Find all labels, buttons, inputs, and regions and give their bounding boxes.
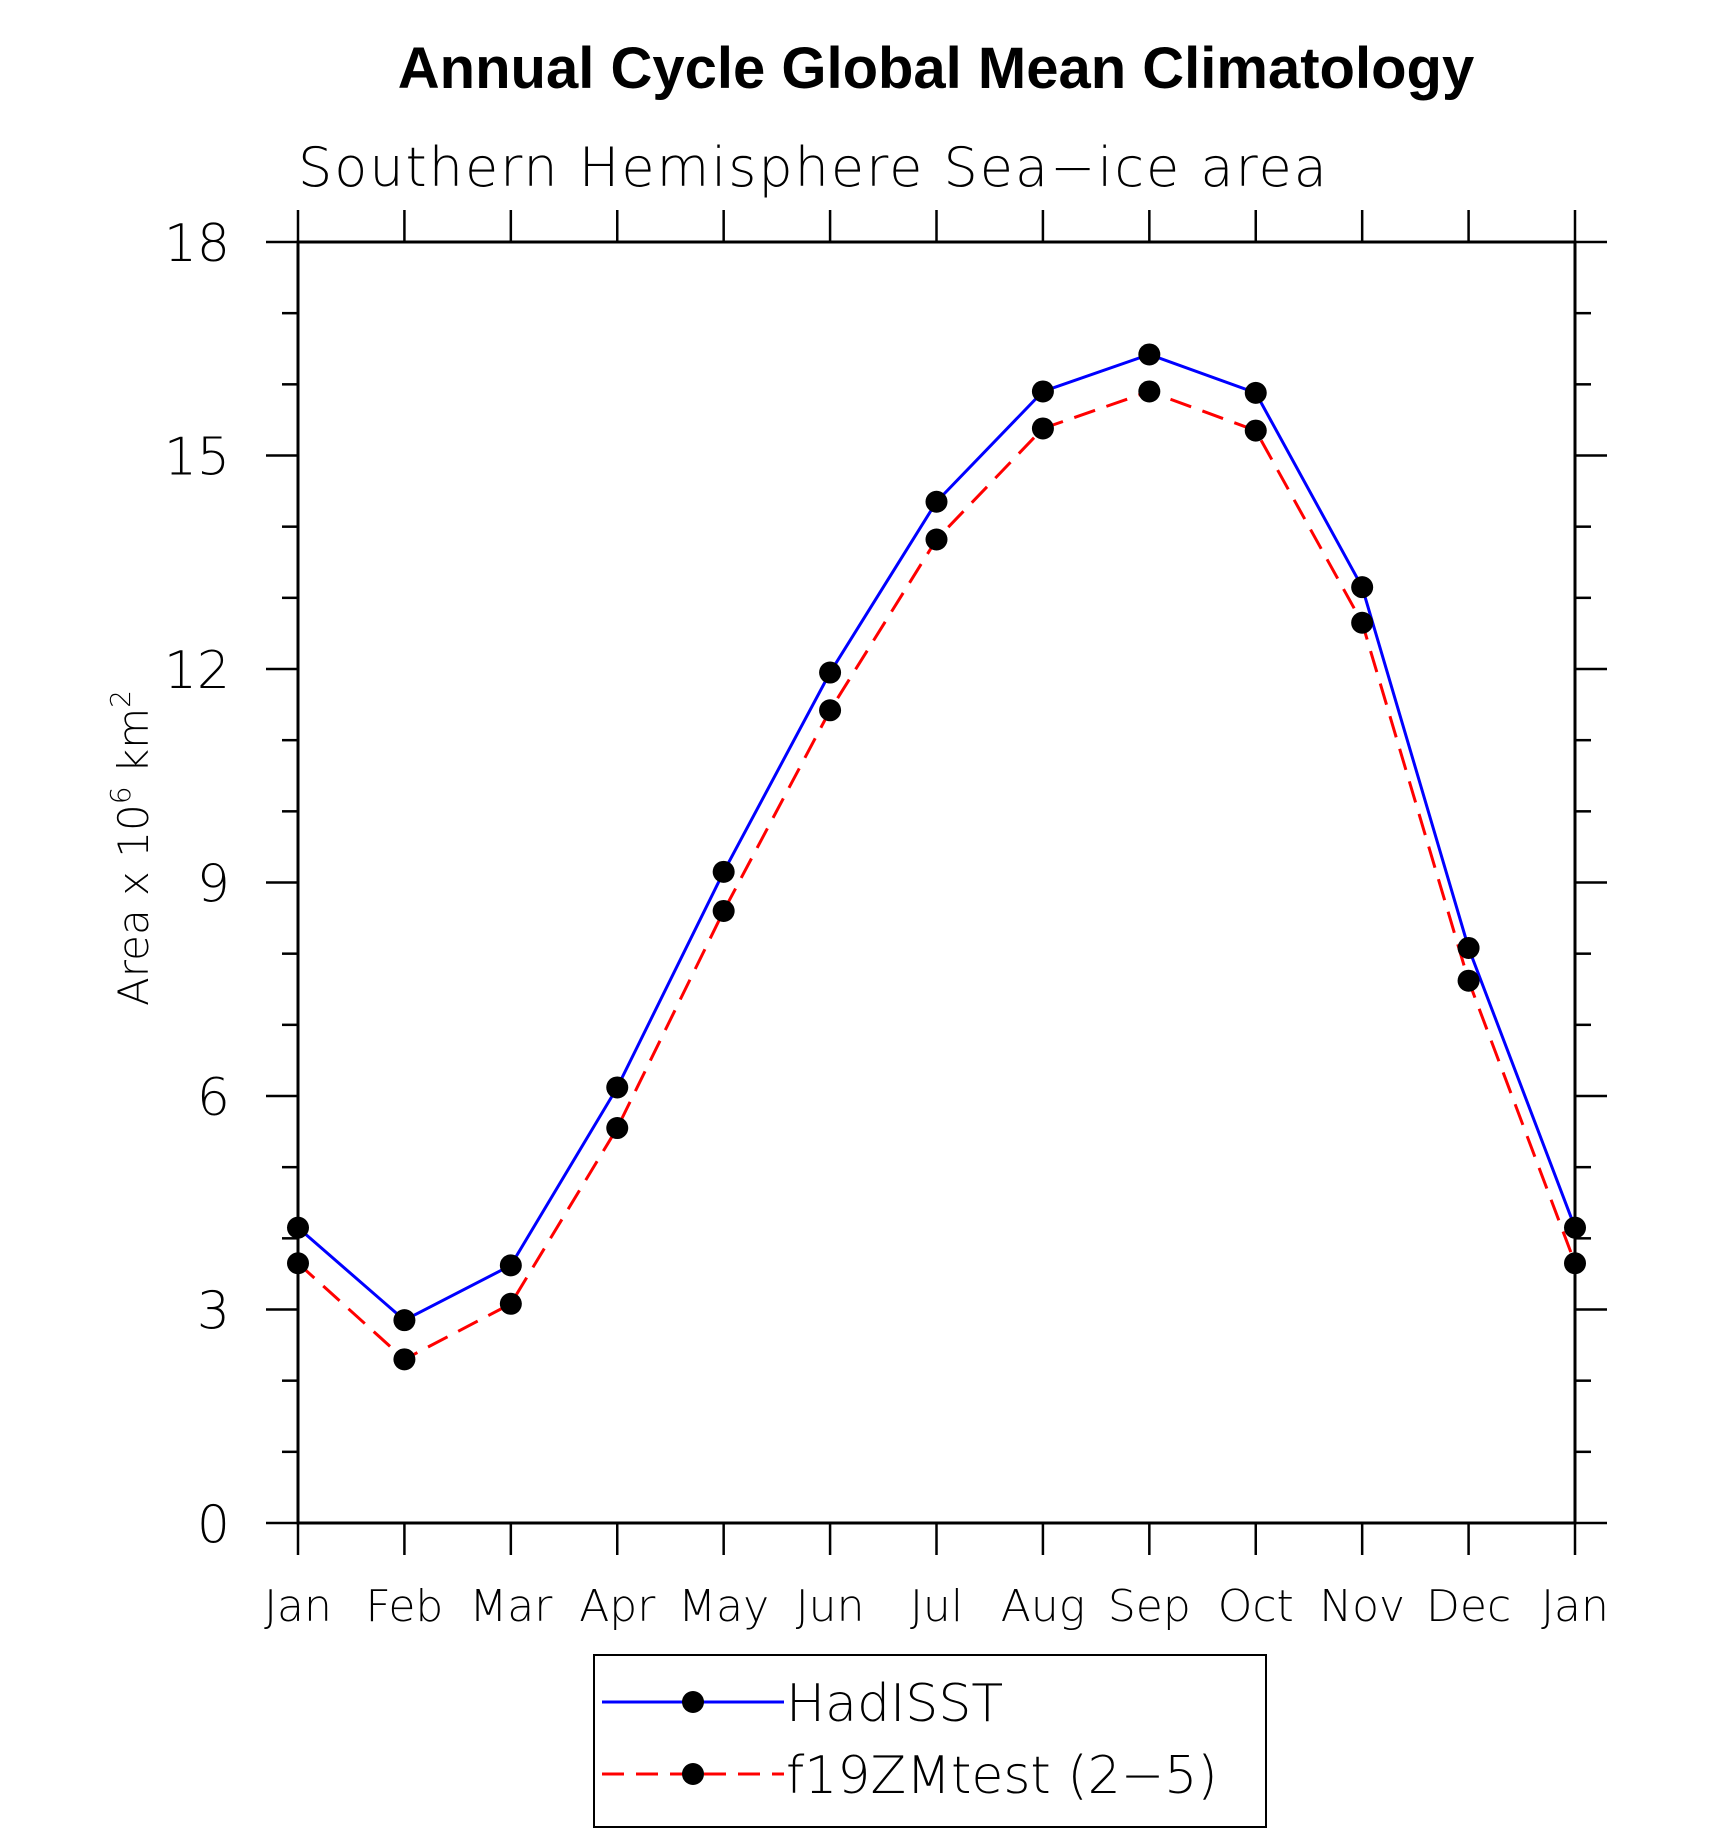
y-tick-label: 18 [164, 214, 230, 274]
x-tick-label: Dec [1426, 1581, 1511, 1632]
y-tick-label: 3 [197, 1282, 230, 1342]
axes: 0 3 6 9 12 15 18 Jan Feb Mar Apr May Jun Jul Aug Sep Oct… [164, 210, 1609, 1632]
x-tick-label: Oct [1218, 1581, 1294, 1632]
y-axis-label-exp2: 2 [104, 690, 137, 708]
y-axis-label-main: Area x 10 [109, 804, 158, 1006]
data-point-0 [1351, 576, 1374, 599]
svg-text:Area x 106 km2: Area x 106 km2 [104, 690, 158, 1006]
data-point-1 [819, 699, 842, 722]
y-tick-label: 0 [197, 1495, 230, 1555]
y-axis-label-exp1: 6 [104, 786, 137, 804]
data-point-0 [1031, 380, 1054, 403]
data-point-0 [1138, 343, 1161, 366]
data-point-0 [925, 490, 948, 513]
data-point-0 [393, 1309, 416, 1332]
x-tick-label: Aug [1001, 1581, 1085, 1632]
legend-marker-0 [682, 1691, 704, 1713]
y-tick-label: 15 [164, 428, 230, 488]
data-point-0 [606, 1076, 629, 1099]
data-point-1 [1138, 380, 1161, 403]
x-tick-label: Sep [1108, 1581, 1191, 1632]
x-tick-label: Jun [796, 1581, 865, 1632]
x-tick-label: Jul [910, 1581, 963, 1632]
data-point-1 [1244, 419, 1267, 442]
data-point-1 [499, 1292, 522, 1315]
x-tick-label: Mar [469, 1581, 553, 1632]
legend: HadISST f19ZMtest (2−5) [593, 1654, 1267, 1828]
x-tick-label: Jan [1541, 1581, 1609, 1632]
x-tick-label: May [678, 1581, 769, 1632]
data-point-1 [606, 1117, 629, 1140]
x-tick-label: Apr [579, 1581, 656, 1632]
data-point-0 [499, 1254, 522, 1277]
chart-title: Annual Cycle Global Mean Climatology [398, 36, 1474, 101]
legend-label-0: HadISST [786, 1674, 1003, 1734]
legend-box [593, 1654, 1267, 1828]
data-point-1 [1564, 1252, 1586, 1275]
data-point-1 [712, 899, 735, 922]
y-tick-label: 9 [197, 855, 230, 915]
y-axis-label-unit: km [109, 708, 158, 787]
series-layer [287, 343, 1586, 1371]
data-point-0 [1457, 936, 1480, 959]
x-tick-label: Feb [365, 1581, 443, 1632]
plot-frame [296, 240, 1577, 1525]
data-point-1 [393, 1348, 416, 1371]
data-point-0 [1244, 381, 1267, 404]
x-tick-label: Nov [1319, 1581, 1405, 1632]
data-point-1 [925, 528, 948, 551]
data-point-1 [287, 1252, 309, 1275]
y-tick-label: 12 [164, 641, 230, 701]
legend-label-1: f19ZMtest (2−5) [786, 1746, 1218, 1806]
y-axis-label: Area x 106 km2 [104, 690, 158, 1006]
data-point-1 [1457, 969, 1480, 992]
data-point-0 [1564, 1216, 1586, 1239]
data-point-1 [1351, 611, 1374, 634]
x-tick-label: Jan [264, 1581, 332, 1632]
legend-marker-1 [682, 1763, 704, 1785]
data-point-0 [712, 860, 735, 883]
data-point-0 [287, 1216, 309, 1239]
chart-subtitle: Southern Hemisphere Sea−ice area [298, 136, 1329, 199]
data-point-0 [819, 661, 842, 684]
y-tick-label: 6 [197, 1068, 230, 1128]
data-point-1 [1031, 417, 1054, 440]
